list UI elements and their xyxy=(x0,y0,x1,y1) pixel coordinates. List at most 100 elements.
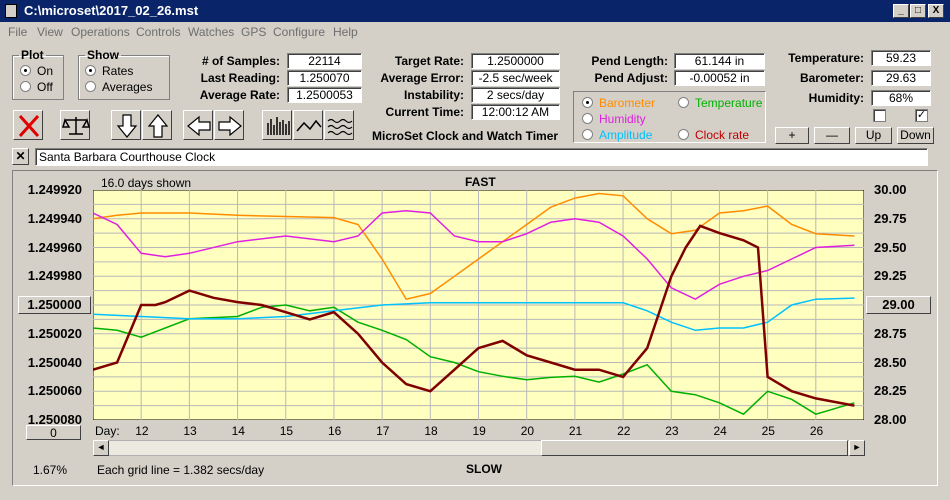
show-legend: Show xyxy=(87,48,119,62)
instability-value: 2 secs/day xyxy=(471,87,560,103)
series-line-humidity xyxy=(93,209,855,301)
average-rate-value: 1.2500053 xyxy=(287,87,362,103)
menu-controls[interactable]: Controls xyxy=(136,25,181,39)
series-clock-rate-label: Clock rate xyxy=(695,128,750,142)
series-humidity-radio[interactable]: Humidity xyxy=(582,112,646,126)
series-line-amplitude xyxy=(93,297,855,332)
menu-configure[interactable]: Configure xyxy=(273,25,326,39)
window-title: C:\microset\2017_02_26.mst xyxy=(24,3,199,18)
line-view-button[interactable] xyxy=(293,110,323,140)
close-button[interactable]: X xyxy=(928,4,944,18)
series-humidity-label: Humidity xyxy=(599,112,646,126)
up-button[interactable]: Up xyxy=(855,127,892,144)
chart-panel xyxy=(12,170,938,486)
show-rates-radio[interactable]: Rates xyxy=(85,64,133,78)
plot-on-radio[interactable]: On xyxy=(20,64,53,78)
bars-view-button[interactable] xyxy=(262,110,292,140)
series-barometer-radio[interactable]: Barometer xyxy=(582,96,655,110)
menu-help[interactable]: Help xyxy=(333,25,358,39)
radio-dot-icon xyxy=(20,65,31,76)
arrow-up-icon xyxy=(147,114,169,138)
wave-view-button[interactable] xyxy=(324,110,354,140)
radio-dot-icon xyxy=(678,97,689,108)
clock-name-field[interactable]: Santa Barbara Courthouse Clock xyxy=(35,148,928,166)
left-tick-label: 1.250020 xyxy=(27,325,82,341)
minus-button[interactable]: — xyxy=(814,127,850,144)
day-tick-label: 14 xyxy=(231,424,245,438)
radio-dot-icon xyxy=(678,129,689,140)
radio-dot-icon xyxy=(582,113,593,124)
radio-dot-icon xyxy=(582,129,593,140)
balance-button[interactable] xyxy=(60,110,90,140)
series-temperature-label: Temperature xyxy=(695,96,763,110)
balance-scale-icon xyxy=(62,117,90,135)
left-tick-label: 1.249940 xyxy=(27,210,82,226)
checkbox-1[interactable] xyxy=(873,109,886,122)
samples-value: 22114 xyxy=(287,53,362,69)
app-name: MicroSet Clock and Watch Timer xyxy=(372,129,559,143)
average-error-label: Average Error: xyxy=(380,71,464,85)
arrow-left-button[interactable] xyxy=(183,110,213,140)
series-amplitude-radio[interactable]: Amplitude xyxy=(582,128,652,142)
arrow-left-icon xyxy=(187,115,211,137)
plot-off-radio[interactable]: Off xyxy=(20,80,53,94)
day-tick-label: 24 xyxy=(713,424,727,438)
series-clock-rate-radio[interactable]: Clock rate xyxy=(678,128,749,142)
pend-length-label: Pend Length: xyxy=(591,54,668,68)
radio-dot-icon xyxy=(20,81,31,92)
radio-dot-icon xyxy=(85,81,96,92)
menu-file[interactable]: File xyxy=(8,25,28,39)
percent-label: 1.67% xyxy=(33,463,68,477)
slow-label: SLOW xyxy=(466,462,502,476)
average-rate-label: Average Rate: xyxy=(199,88,280,102)
humidity-value: 68% xyxy=(871,90,931,106)
checkbox-2[interactable]: ✓ xyxy=(915,109,928,122)
scroll-left-button[interactable]: ◄ xyxy=(93,440,109,456)
arrow-up-button[interactable] xyxy=(142,110,172,140)
app-icon xyxy=(5,4,17,18)
radio-dot-icon xyxy=(85,65,96,76)
show-rates-label: Rates xyxy=(102,64,134,78)
rate-chart xyxy=(93,190,864,420)
menu-bar: File View Operations Controls Watches GP… xyxy=(0,22,950,42)
center-barometer-button[interactable]: 29.00 xyxy=(866,296,931,314)
x-icon xyxy=(18,114,40,138)
arrow-right-button[interactable] xyxy=(214,110,244,140)
arrow-right-icon xyxy=(218,115,242,137)
plus-button[interactable]: + xyxy=(775,127,809,144)
show-averages-radio[interactable]: Averages xyxy=(85,80,152,94)
menu-watches[interactable]: Watches xyxy=(188,25,235,39)
last-reading-value: 1.250070 xyxy=(287,70,362,86)
target-rate-label: Target Rate: xyxy=(394,54,464,68)
zero-button[interactable]: 0 xyxy=(26,425,81,440)
left-tick-label: 1.250060 xyxy=(27,383,82,399)
plot-off-label: Off xyxy=(37,80,53,94)
right-tick-label: 29.25 xyxy=(874,268,907,284)
last-reading-label: Last Reading: xyxy=(200,71,280,85)
scroll-right-button[interactable]: ► xyxy=(849,440,865,456)
day-tick-label: 12 xyxy=(135,424,149,438)
series-selector xyxy=(573,91,766,143)
right-tick-label: 28.75 xyxy=(874,325,907,341)
down-button[interactable]: Down xyxy=(897,127,934,144)
temperature-value: 59.23 xyxy=(871,50,931,66)
scrollbar-thumb[interactable] xyxy=(541,440,848,456)
stop-button[interactable] xyxy=(13,110,43,140)
series-temperature-radio[interactable]: Temperature xyxy=(678,96,762,110)
center-rate-button[interactable]: 1.250000 xyxy=(18,296,91,314)
clear-name-button[interactable]: ✕ xyxy=(12,148,29,165)
maximize-button[interactable]: □ xyxy=(910,4,926,18)
current-time-label: Current Time: xyxy=(385,105,464,119)
minimize-button[interactable]: _ xyxy=(893,4,909,18)
day-prefix: Day: xyxy=(95,424,120,438)
menu-gps[interactable]: GPS xyxy=(241,25,267,39)
pend-adjust-label: Pend Adjust: xyxy=(594,71,668,85)
menu-view[interactable]: View xyxy=(37,25,63,39)
show-averages-label: Averages xyxy=(102,80,153,94)
plot-group: Plot xyxy=(12,48,64,100)
day-tick-label: 25 xyxy=(761,424,775,438)
line-graph-icon xyxy=(296,119,322,132)
arrow-down-button[interactable] xyxy=(111,110,141,140)
menu-operations[interactable]: Operations xyxy=(71,25,130,39)
day-tick-label: 18 xyxy=(424,424,438,438)
